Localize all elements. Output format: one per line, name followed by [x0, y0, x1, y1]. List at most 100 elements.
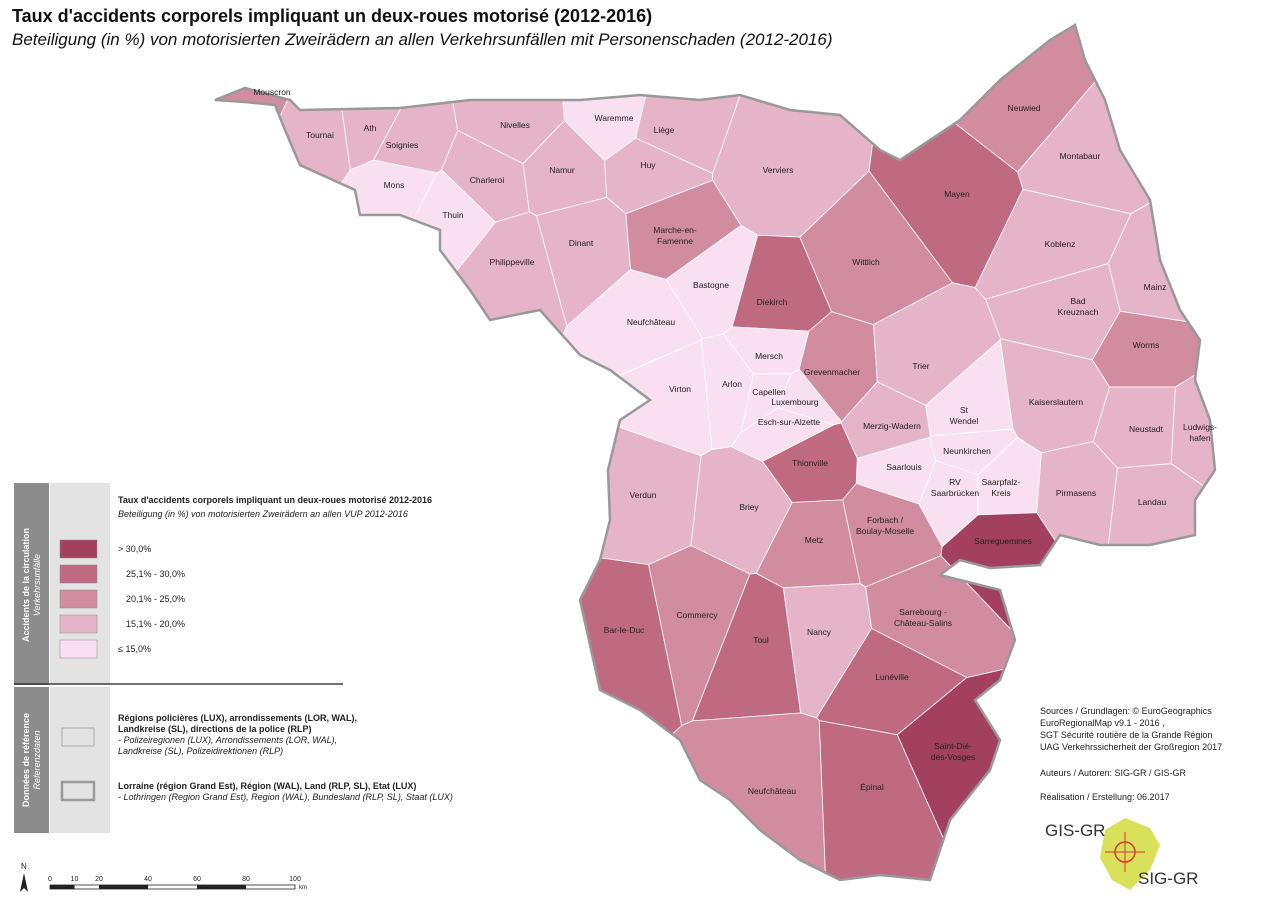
north-label: N — [21, 862, 27, 871]
region-label-line: Mons — [384, 180, 405, 190]
region-label: Merzig-Wadern — [863, 421, 921, 431]
regions — [214, 23, 1217, 882]
region-label: Namur — [549, 165, 575, 175]
region-label-line: Marche-en- — [653, 225, 697, 235]
legend-swatch — [59, 639, 98, 659]
region-label-line: Philippeville — [490, 257, 535, 267]
region-label: Esch-sur-Alzette — [758, 417, 821, 427]
region-label-line: Neunkirchen — [943, 446, 991, 456]
region-label: Liège — [654, 125, 675, 135]
region-label-line: Dinant — [569, 238, 594, 248]
region-label-line: Montabaur — [1060, 151, 1101, 161]
region-label: Tournai — [306, 130, 334, 140]
region-label-line: Neuwied — [1007, 103, 1040, 113]
region-label-line: Thuin — [442, 210, 464, 220]
region-label-line: Bar-le-Duc — [604, 625, 645, 635]
source-line: UAG Verkehrssicherheit der Großregion 20… — [1040, 742, 1222, 752]
region-label: Huy — [640, 160, 656, 170]
region-label-line: Liège — [654, 125, 675, 135]
region-label: Dinant — [569, 238, 594, 248]
region-label: Waremme — [595, 113, 634, 123]
reference-text: Lorraine (région Grand Est), Région (WAL… — [118, 781, 416, 791]
region-label: Saint-Dié-des-Vosges — [931, 741, 975, 762]
region-label-line: Kreuznach — [1058, 307, 1099, 317]
region-label-line: des-Vosges — [931, 752, 975, 762]
scale-label: 40 — [144, 876, 152, 883]
region-label-line: Sarrebourg - — [899, 607, 947, 617]
north-arrow: N — [20, 862, 28, 892]
region-label: Saarlouis — [886, 462, 921, 472]
region-label-line: Koblenz — [1045, 239, 1076, 249]
section-sublabel: Verkehrsunfälle — [32, 554, 42, 616]
region-label: Marche-en-Famenne — [653, 225, 697, 246]
logo-shape — [1100, 818, 1160, 890]
region-label: Mersch — [755, 351, 783, 361]
region-label: Charleroi — [470, 175, 505, 185]
region-label: RV Saarbrücken — [931, 477, 979, 498]
region-label: Neufchâteau — [627, 317, 675, 327]
region-label: Ath — [364, 123, 377, 133]
legend-label: > 30,0% — [118, 544, 151, 554]
region-label-line: Charleroi — [470, 175, 505, 185]
region-label-line: Mouscron — [253, 87, 291, 97]
reference-text: Régions policières (LUX), arrondissement… — [118, 713, 357, 723]
logo: GIS-GR SIG-GR — [1045, 818, 1198, 890]
region-label-line: Landau — [1138, 497, 1167, 507]
region-label: Épinal — [860, 782, 884, 792]
realisation: Réalisation / Erstellung: 06.2017 — [1040, 792, 1170, 802]
region-label-line: Saarpfalz- — [982, 477, 1021, 487]
legend: > 30,0% 25,1% - 30,0% 20,1% - 25,0% 15,1% -… — [59, 539, 453, 802]
region-label: Neustadt — [1129, 424, 1164, 434]
logo-top: GIS-GR — [1045, 821, 1105, 840]
region-label-line: Huy — [640, 160, 656, 170]
region-label: Soignies — [386, 140, 419, 150]
region-label-line: Forbach / — [867, 515, 904, 525]
logo-bottom: SIG-GR — [1138, 869, 1198, 888]
scale-bar-body — [49, 884, 296, 890]
title: Taux d'accidents corporels impliquant un… — [12, 6, 652, 26]
region-label-line: Boulay-Moselle — [856, 526, 914, 536]
region-label: Bar-le-Duc — [604, 625, 645, 635]
region-label: Trier — [912, 361, 929, 371]
reference-symbol — [60, 780, 96, 802]
legend-swatch — [59, 614, 98, 634]
legend-label: ≤ 15,0% — [118, 644, 151, 654]
region-label-line: Ath — [364, 123, 377, 133]
region-label-line: Metz — [805, 535, 823, 545]
region-label-line: Lunéville — [875, 672, 909, 682]
region-label-line: Bastogne — [693, 280, 729, 290]
legend-label: 15,1% - 20,0% — [126, 619, 185, 629]
region-label-line: Soignies — [386, 140, 419, 150]
region-label: Mons — [384, 180, 405, 190]
region-label: Nancy — [807, 627, 832, 637]
legend-swatch — [59, 589, 98, 609]
region-label-line: Sarreguemines — [974, 536, 1032, 546]
region-label-line: Namur — [549, 165, 575, 175]
region-label: Briey — [739, 502, 759, 512]
region-label: Worms — [1133, 340, 1160, 350]
region-label: Mayen — [944, 189, 970, 199]
region-label: Nivelles — [500, 120, 530, 130]
region-label: Verviers — [763, 165, 794, 175]
region-label: Capellen — [752, 387, 786, 397]
scale-segment — [99, 885, 148, 889]
legend-title: Taux d'accidents corporels impliquant un… — [118, 495, 432, 505]
legend-subtitle: Beteiligung (in %) von motorisierten Zwe… — [118, 509, 408, 519]
reference-symbol — [61, 727, 95, 747]
legend-label: 20,1% - 25,0% — [126, 594, 185, 604]
subtitle: Beteiligung (in %) von motorisierten Zwe… — [12, 30, 833, 49]
region-label: Landau — [1138, 497, 1167, 507]
region-label: Sarrebourg -Château-Salins — [894, 607, 952, 628]
region-label: Neuwied — [1007, 103, 1040, 113]
region-label: Wittlich — [852, 257, 880, 267]
region-label: Koblenz — [1045, 239, 1076, 249]
source-line: Sources / Grundlagen: © EuroGeographics — [1040, 706, 1212, 716]
region-label-line: Toul — [753, 635, 769, 645]
scale-segment — [50, 885, 75, 889]
region-label: Grevenmacher — [804, 367, 860, 377]
region-label-line: Saarlouis — [886, 462, 921, 472]
source-line: EuroRegionalMap v9.1 - 2016 , — [1040, 718, 1165, 728]
region-label: Mouscron — [253, 87, 291, 97]
outline — [214, 23, 1217, 882]
